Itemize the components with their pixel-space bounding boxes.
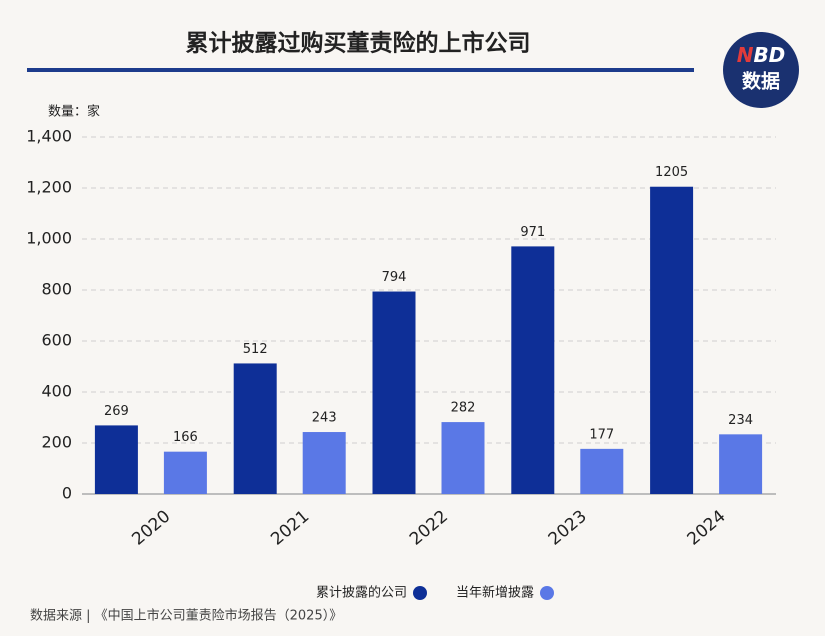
logo-brand: NBD bbox=[737, 43, 786, 67]
logo-n: N bbox=[737, 43, 754, 67]
bar bbox=[163, 451, 207, 494]
source: 数据来源 | 《中国上市公司董责险市场报告（2025）》 bbox=[30, 608, 342, 624]
y-tick-label: 600 bbox=[41, 331, 72, 350]
logo-text: 数据 bbox=[742, 70, 780, 93]
data-label: 234 bbox=[728, 413, 753, 428]
legend-label: 当年新增披露 bbox=[456, 585, 534, 601]
y-tick-label: 1,200 bbox=[26, 178, 72, 197]
bar bbox=[719, 434, 763, 494]
bar bbox=[580, 448, 624, 494]
bar bbox=[233, 363, 277, 494]
logo-bd: BD bbox=[753, 43, 785, 67]
data-label: 269 bbox=[104, 404, 129, 419]
y-tick-label: 200 bbox=[41, 433, 72, 452]
data-label: 243 bbox=[312, 411, 337, 426]
data-label: 512 bbox=[243, 342, 268, 357]
bar bbox=[302, 432, 346, 494]
y-tick-label: 800 bbox=[41, 280, 72, 299]
y-axis-label: 数量：家 bbox=[48, 104, 100, 120]
data-label: 282 bbox=[451, 401, 476, 416]
y-tick-label: 1,000 bbox=[26, 229, 72, 248]
data-label: 166 bbox=[173, 430, 198, 445]
chart-title: 累计披露过购买董责险的上市公司 bbox=[186, 30, 531, 57]
bar bbox=[511, 246, 555, 494]
data-label: 971 bbox=[520, 225, 545, 240]
data-label: 177 bbox=[589, 427, 614, 442]
bar bbox=[94, 425, 138, 494]
y-tick-label: 400 bbox=[41, 382, 72, 401]
legend-marker bbox=[540, 586, 554, 600]
y-tick-label: 0 bbox=[62, 484, 72, 503]
bar bbox=[441, 422, 485, 494]
bar bbox=[372, 291, 416, 494]
data-label: 794 bbox=[382, 270, 407, 285]
y-tick-label: 1,400 bbox=[26, 127, 72, 146]
data-label: 1205 bbox=[655, 165, 688, 180]
legend-label: 累计披露的公司 bbox=[316, 585, 407, 601]
bar bbox=[650, 186, 694, 494]
logo bbox=[723, 32, 799, 108]
legend-marker bbox=[413, 586, 427, 600]
title-rule bbox=[27, 68, 694, 72]
